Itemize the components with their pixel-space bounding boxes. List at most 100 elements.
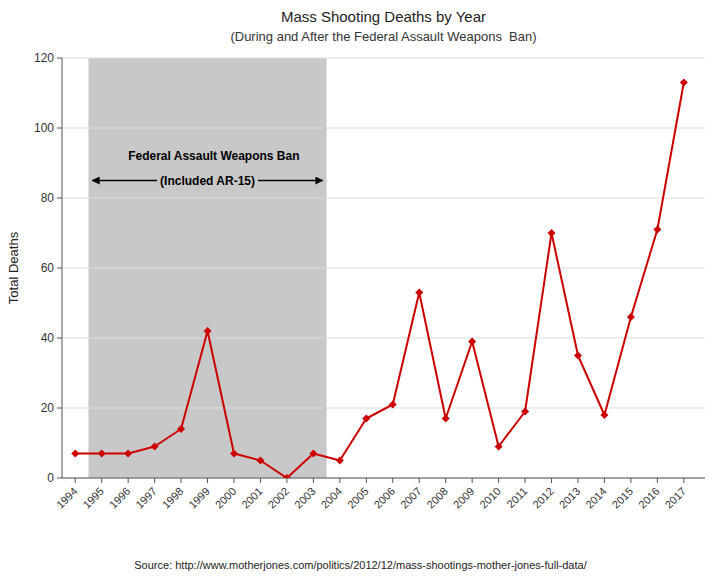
y-axis-label: Total Deaths	[6, 231, 21, 304]
y-tick-label: 80	[41, 191, 55, 205]
grid-line	[62, 58, 705, 59]
x-tick	[551, 478, 552, 483]
y-tick	[57, 478, 62, 479]
x-tick	[498, 478, 499, 483]
x-tick-label: 2001	[239, 485, 265, 511]
y-tick-label: 60	[41, 261, 55, 275]
x-tick	[101, 478, 102, 483]
x-tick-label: 1996	[107, 485, 133, 511]
point	[362, 415, 370, 423]
x-tick	[630, 478, 631, 483]
x-tick-label: 1995	[80, 485, 106, 511]
chart: Mass Shooting Deaths by Year (During and …	[0, 0, 721, 577]
point	[548, 229, 556, 237]
grid-line	[62, 198, 705, 199]
point	[204, 327, 212, 335]
point	[98, 450, 106, 458]
x-tick	[181, 478, 182, 483]
x-tick-label: 2013	[557, 485, 583, 511]
point	[389, 401, 397, 409]
x-tick-label: 1998	[160, 485, 186, 511]
point	[124, 450, 132, 458]
x-tick-label: 2003	[292, 485, 318, 511]
x-tick-label: 2009	[451, 485, 477, 511]
point	[495, 443, 503, 451]
x-tick	[207, 478, 208, 483]
title: Mass Shooting Deaths by Year	[281, 8, 486, 25]
x-tick-label: 2004	[318, 485, 344, 511]
point	[653, 226, 661, 234]
x-tick	[339, 478, 340, 483]
series	[71, 79, 688, 479]
x-tick-label: 2017	[662, 485, 688, 511]
x-tick-label: 2014	[583, 485, 609, 511]
y-tick-label: 40	[41, 331, 55, 345]
x-tick	[366, 478, 367, 483]
point	[151, 443, 159, 451]
x-tick	[260, 478, 261, 483]
y-tick	[57, 338, 62, 339]
point	[574, 352, 582, 360]
grid-line	[62, 128, 705, 129]
point	[468, 338, 476, 346]
grid-line	[62, 478, 705, 479]
x-tick	[472, 478, 473, 483]
point	[336, 457, 344, 465]
x-tick-label: 2008	[424, 485, 450, 511]
y-tick	[57, 128, 62, 129]
point	[309, 450, 317, 458]
x-tick-label: 2012	[530, 485, 556, 511]
y-tick	[57, 408, 62, 409]
x-tick-label: 2010	[477, 485, 503, 511]
x-tick-label: 2005	[345, 485, 371, 511]
x-tick-label: 2002	[266, 485, 292, 511]
x-tick-label: 2015	[610, 485, 636, 511]
y-tick	[57, 198, 62, 199]
x-tick-label: 2011	[504, 485, 529, 510]
point	[415, 289, 423, 297]
point	[256, 457, 264, 465]
x-tick	[419, 478, 420, 483]
point	[230, 450, 238, 458]
annotation-text: Federal Assault Weapons Ban	[128, 149, 299, 163]
x-tick-label: 1999	[186, 485, 212, 511]
grid-line	[62, 268, 705, 269]
point	[627, 313, 635, 321]
x-tick	[683, 478, 684, 483]
y-tick-label: 0	[47, 471, 54, 485]
annotation: (Included AR-15)	[157, 172, 258, 190]
line	[75, 83, 684, 479]
point	[177, 425, 185, 433]
x-axis	[62, 478, 705, 479]
point	[283, 474, 291, 478]
y-tick-label: 120	[34, 51, 54, 65]
x-tick	[657, 478, 658, 483]
x-tick	[75, 478, 76, 483]
annotation: Federal Assault Weapons Ban	[128, 149, 299, 163]
grid-line	[62, 338, 705, 339]
x-tick	[525, 478, 526, 483]
x-tick	[604, 478, 605, 483]
source: Source: http://www.motherjones.com/polit…	[134, 559, 587, 571]
x-tick-label: 2000	[213, 485, 239, 511]
point	[521, 408, 529, 416]
x-tick	[445, 478, 446, 483]
y-axis	[62, 58, 63, 478]
point	[600, 411, 608, 419]
x-tick	[286, 478, 287, 483]
x-tick-label: 1994	[54, 485, 80, 511]
y-tick-label: 100	[34, 121, 54, 135]
x-tick	[392, 478, 393, 483]
x-tick-label: 2006	[371, 485, 397, 511]
subtitle: (During and After the Federal Assault We…	[230, 29, 536, 44]
x-tick-label: 1997	[133, 485, 159, 511]
y-tick	[57, 58, 62, 59]
x-tick	[313, 478, 314, 483]
x-tick-label: 2007	[398, 485, 424, 511]
annotation-text: (Included AR-15)	[160, 174, 255, 188]
x-tick	[577, 478, 578, 483]
annotation-box	[157, 172, 258, 190]
point	[71, 450, 79, 458]
point	[442, 415, 450, 423]
x-tick	[233, 478, 234, 483]
